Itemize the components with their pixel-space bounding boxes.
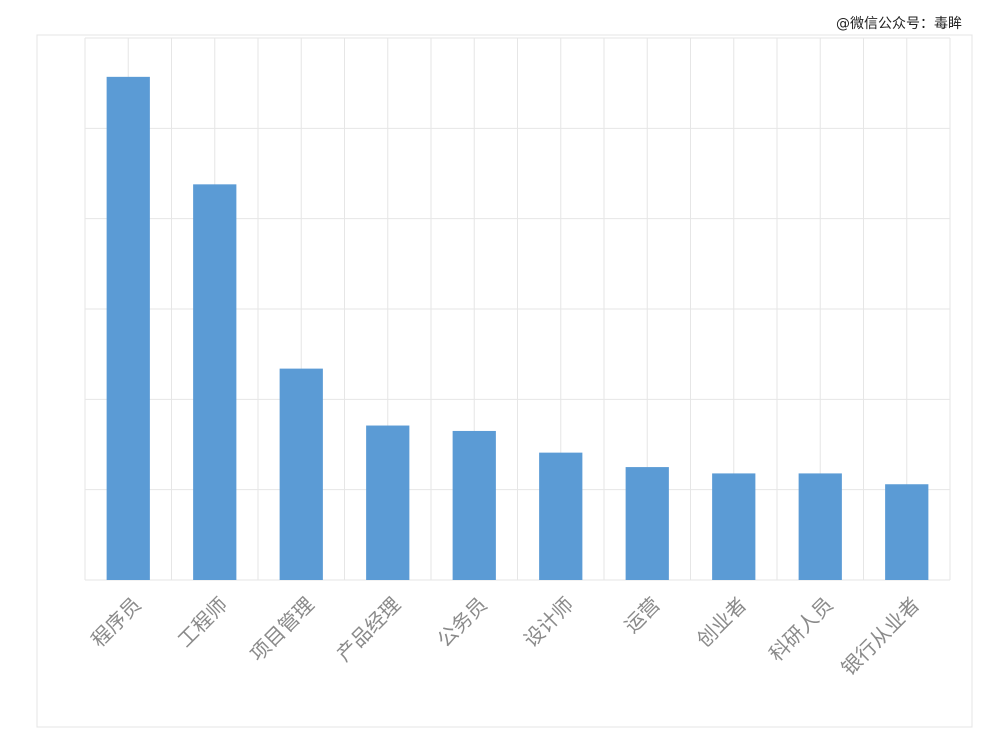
bar: [625, 467, 669, 580]
bar: [366, 425, 410, 580]
chart-frame: [36, 34, 973, 728]
bar: [798, 473, 842, 580]
watermark: @微信公众号：毒眸: [836, 15, 962, 32]
bar: [885, 484, 929, 580]
bar: [279, 368, 323, 580]
bar: [193, 184, 237, 580]
bar: [712, 473, 756, 580]
bar: [452, 430, 496, 580]
bar: [106, 76, 150, 581]
bar: [539, 452, 583, 580]
